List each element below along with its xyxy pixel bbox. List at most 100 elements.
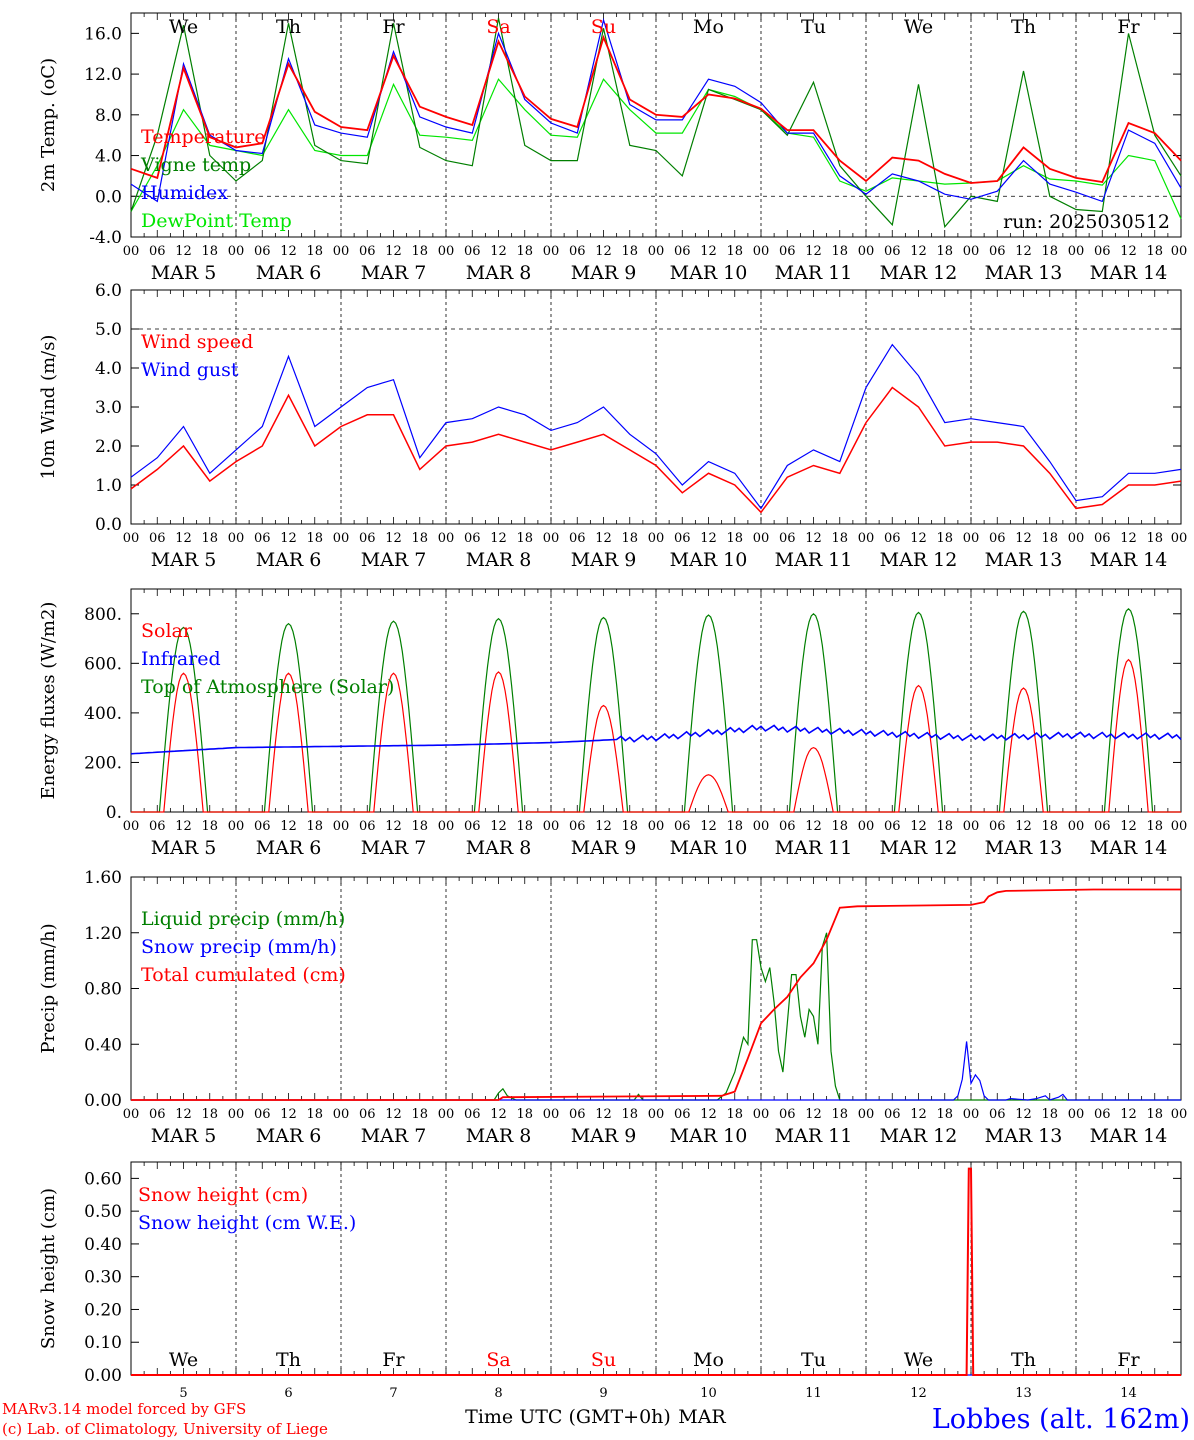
hour-tick-label: 00 — [123, 531, 140, 546]
y-tick-label: 0.40 — [84, 1235, 122, 1255]
hour-tick-label: 00 — [858, 1107, 875, 1122]
hour-tick-label: 00 — [648, 819, 665, 834]
hour-tick-label: 06 — [989, 531, 1006, 546]
y-axis-title: Snow height (cm) — [38, 1188, 59, 1349]
hour-tick-label: 00 — [333, 531, 350, 546]
hour-tick-label: 00 — [438, 819, 455, 834]
series-line-dewpoint-temp — [130, 78, 1182, 219]
day-name: Tu — [801, 16, 826, 38]
hour-tick-label: 12 — [385, 244, 402, 259]
date-label: MAR 8 — [466, 549, 532, 571]
hour-tick-label: 12 — [595, 1107, 612, 1122]
date-label: MAR 7 — [361, 549, 427, 571]
hour-tick-label: 00 — [333, 819, 350, 834]
hour-tick-label: 18 — [1146, 1107, 1163, 1122]
hour-tick-label: 12 — [805, 531, 822, 546]
hour-tick-label: 12 — [910, 244, 927, 259]
hour-tick-label: 06 — [464, 1107, 481, 1122]
y-tick-label: 16.0 — [84, 24, 122, 44]
hour-tick-label: 00 — [543, 244, 560, 259]
hour-tick-label: 12 — [805, 244, 822, 259]
hour-tick-label: 00 — [858, 819, 875, 834]
hour-tick-label: 00 — [333, 244, 350, 259]
y-tick-label: 1.0 — [95, 476, 122, 496]
day-name: Fr — [382, 16, 405, 38]
hour-tick-label: 18 — [936, 244, 953, 259]
hour-tick-label: 12 — [1015, 819, 1032, 834]
hour-tick-label: 12 — [595, 819, 612, 834]
hour-tick-label: 00 — [753, 531, 770, 546]
hour-tick-label: 12 — [1120, 819, 1137, 834]
y-tick-label: 6.0 — [95, 281, 122, 301]
date-label: MAR 10 — [670, 837, 748, 859]
day-name: We — [904, 1349, 933, 1371]
hour-tick-label: 18 — [411, 531, 428, 546]
date-label: MAR 8 — [466, 1125, 532, 1147]
legend-entry: Solar — [141, 620, 193, 642]
hour-tick-label: 18 — [201, 244, 218, 259]
hour-tick-label: 12 — [280, 244, 297, 259]
hour-tick-label: 00 — [438, 244, 455, 259]
date-label: MAR 6 — [256, 262, 322, 284]
hour-tick-label: 12 — [1120, 531, 1137, 546]
day-name: Tu — [801, 1349, 826, 1371]
y-tick-label: 0.30 — [84, 1268, 122, 1288]
day-name: Th — [276, 16, 301, 38]
y-axis-title: Energy fluxes (W/m2) — [38, 602, 59, 800]
day-name: Sa — [486, 16, 510, 38]
hour-tick-label: 06 — [884, 1107, 901, 1122]
panel-4: 0.00 0.40 0.80 1.20 1.60 Precip (mm/h) Liquid … — [38, 868, 1187, 1147]
hour-tick-label: 12 — [1120, 244, 1137, 259]
hour-tick-label: 12 — [175, 244, 192, 259]
series-line-snow-height-cm- — [131, 1167, 1181, 1376]
day-name: Fr — [382, 1349, 405, 1371]
hour-tick-label: 06 — [884, 244, 901, 259]
y-tick-label: 400. — [84, 704, 122, 724]
y-tick-label: 0.60 — [84, 1169, 122, 1189]
date-label: MAR 8 — [466, 262, 532, 284]
hour-tick-label: 06 — [569, 819, 586, 834]
day-name: Sa — [486, 1349, 510, 1371]
hour-tick-label: 00 — [1068, 1107, 1085, 1122]
hour-tick-label: 18 — [1146, 531, 1163, 546]
day-name: Mo — [693, 16, 724, 38]
hour-tick-label: 06 — [149, 819, 166, 834]
hour-tick-label: 06 — [1094, 819, 1111, 834]
day-number: 8 — [494, 1386, 502, 1401]
y-tick-label: 4.0 — [95, 359, 122, 379]
hour-tick-label: 18 — [726, 819, 743, 834]
hour-tick-label: 18 — [936, 1107, 953, 1122]
hour-tick-label: 18 — [306, 531, 323, 546]
series-line-vigne-temp — [130, 17, 1182, 229]
hour-tick-label: 06 — [149, 244, 166, 259]
y-tick-label: 0.0 — [95, 187, 122, 207]
hour-tick-label: 00 — [963, 244, 980, 259]
hour-tick-label: 12 — [280, 1107, 297, 1122]
hour-tick-label: 00 — [1171, 244, 1188, 259]
lab-credit: (c) Lab. of Climatology, University of L… — [2, 1420, 328, 1438]
legend-entry: Humidex — [141, 182, 228, 204]
hour-tick-label: 06 — [1094, 1107, 1111, 1122]
date-label: MAR 12 — [880, 837, 958, 859]
hour-tick-label: 18 — [831, 1107, 848, 1122]
date-label: MAR 5 — [151, 837, 217, 859]
series-line-snow-precip-mm-h- — [131, 1041, 1181, 1101]
hour-tick-label: 12 — [910, 1107, 927, 1122]
hour-tick-label: 06 — [779, 1107, 796, 1122]
legend-entry: Vigne temp — [140, 154, 251, 176]
day-name: Th — [1011, 1349, 1036, 1371]
hour-tick-label: 12 — [490, 819, 507, 834]
hour-tick-label: 18 — [201, 1107, 218, 1122]
day-name: Su — [591, 1349, 616, 1371]
hour-tick-label: 12 — [595, 244, 612, 259]
hour-tick-label: 18 — [201, 531, 218, 546]
day-number: 6 — [284, 1386, 292, 1401]
hour-tick-label: 00 — [753, 244, 770, 259]
day-name: We — [904, 16, 933, 38]
y-tick-label: 8.0 — [95, 106, 122, 126]
date-label: MAR 12 — [880, 262, 958, 284]
hour-tick-label: 06 — [254, 244, 271, 259]
date-label: MAR 5 — [151, 549, 217, 571]
hour-tick-label: 06 — [254, 531, 271, 546]
hour-tick-label: 06 — [674, 819, 691, 834]
